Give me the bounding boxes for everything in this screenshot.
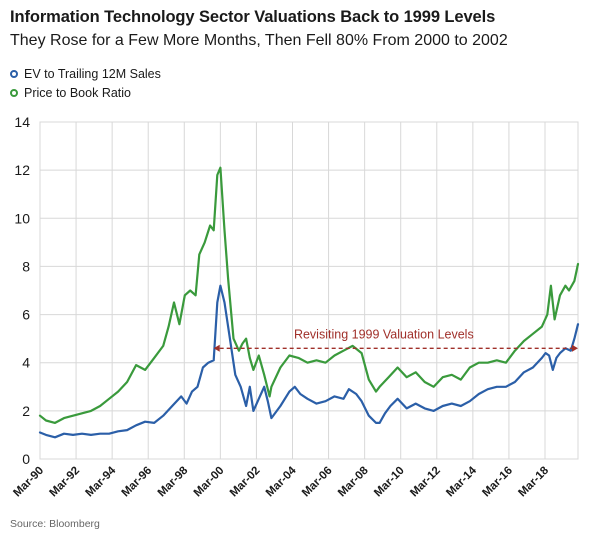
price-book-line <box>38 166 580 424</box>
chart-title: Information Technology Sector Valuations… <box>10 8 496 26</box>
legend: EV to Trailing 12M Sales Price to Book R… <box>10 64 161 102</box>
y-tick-label: 10 <box>14 210 30 226</box>
x-tick-label: Mar-16 <box>480 465 515 500</box>
y-tick-label: 6 <box>22 307 30 323</box>
legend-label-pb: Price to Book Ratio <box>24 85 131 100</box>
x-tick-label: Mar-90 <box>11 465 46 500</box>
y-tick-label: 8 <box>22 258 30 274</box>
source-note: Source: Bloomberg <box>10 518 100 530</box>
chart-subtitle: They Rose for a Few More Months, Then Fe… <box>10 32 508 49</box>
x-tick-label: Mar-98 <box>156 464 191 499</box>
annotation-arrowhead-left <box>213 344 220 352</box>
legend-item-pb: Price to Book Ratio <box>10 83 161 102</box>
x-tick-label: Mar-14 <box>444 464 479 499</box>
x-tick-label: Mar-10 <box>372 465 407 500</box>
x-tick-label: Mar-12 <box>408 465 443 500</box>
legend-marker-pb <box>10 88 18 97</box>
x-tick-label: Mar-00 <box>192 465 227 500</box>
y-tick-label: 0 <box>22 451 30 467</box>
x-tick-label: Mar-92 <box>47 465 82 500</box>
legend-label-ev: EV to Trailing 12M Sales <box>24 66 161 81</box>
x-tick-label: Mar-08 <box>336 464 371 499</box>
annotation-arrowhead-right <box>572 344 578 352</box>
x-tick-label: Mar-04 <box>264 464 299 499</box>
legend-marker-ev <box>10 69 18 78</box>
x-tick-label: Mar-06 <box>300 465 335 500</box>
x-tick-label: Mar-02 <box>228 465 263 500</box>
x-tick-label: Mar-94 <box>84 464 119 499</box>
y-tick-label: 12 <box>14 162 30 178</box>
y-tick-label: 14 <box>14 114 30 130</box>
ev-sales-line <box>38 284 580 439</box>
plot-area <box>39 121 579 460</box>
x-tick-label: Mar-96 <box>120 465 155 500</box>
annotation-label: Revisiting 1999 Valuation Levels <box>294 327 474 341</box>
x-tick-label: Mar-18 <box>516 464 551 499</box>
y-tick-label: 2 <box>22 403 30 419</box>
legend-item-ev: EV to Trailing 12M Sales <box>10 64 161 83</box>
y-tick-label: 4 <box>22 355 30 371</box>
